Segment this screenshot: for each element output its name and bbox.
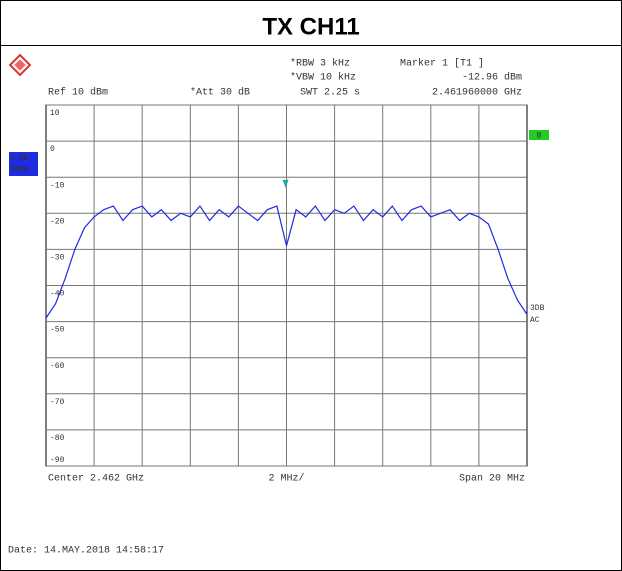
y-tick-label: -10 xyxy=(50,181,65,190)
setting-text: Ref 10 dBm xyxy=(48,87,108,99)
marker-frequency: 2.461960000 GHz xyxy=(432,88,522,99)
setting-flag: * xyxy=(290,72,296,84)
side-badge xyxy=(529,130,549,140)
setting: * RBW 3 kHz xyxy=(290,58,350,70)
setting-flag: * xyxy=(290,58,296,70)
y-tick-label: -50 xyxy=(50,326,65,335)
y-tick-label: -70 xyxy=(50,398,65,407)
y-tick-label: -60 xyxy=(50,362,65,371)
side-note: AC xyxy=(530,316,540,325)
setting: * VBW 10 kHz xyxy=(290,72,356,84)
setting: SWT 2.25 s xyxy=(300,88,360,99)
side-note: 3DB xyxy=(530,304,545,313)
y-tick-label: -90 xyxy=(50,456,65,465)
setting-text: VBW 10 kHz xyxy=(296,72,356,84)
setting-text: SWT 2.25 s xyxy=(300,88,360,99)
setting-text: Att 30 dB xyxy=(196,87,250,99)
logo xyxy=(8,53,32,77)
y-tick-label: -20 xyxy=(50,217,65,226)
trace-badge xyxy=(9,152,38,176)
x-center-label: Center 2.462 GHz xyxy=(48,474,144,485)
x-span-label: Span 20 MHz xyxy=(459,474,525,485)
setting-text: RBW 3 kHz xyxy=(296,58,350,70)
y-tick-label: -40 xyxy=(50,290,65,299)
setting: * Att 30 dB xyxy=(190,87,250,99)
trace-badge-text: MAXH xyxy=(11,166,28,174)
y-tick-label: -30 xyxy=(50,254,65,263)
chart-title: TX CH11 xyxy=(262,13,359,40)
y-tick-label: 10 xyxy=(50,109,60,118)
date-label: Date: 14.MAY.2018 14:58:17 xyxy=(8,546,164,557)
marker-level: -12.96 dBm xyxy=(462,72,522,84)
setting-flag: * xyxy=(190,87,196,99)
marker-symbol xyxy=(282,179,289,188)
trace xyxy=(45,205,528,319)
side-badge-text: B xyxy=(537,132,542,141)
y-tick-label: 0 xyxy=(50,145,55,154)
y-tick-label: -80 xyxy=(50,434,65,443)
marker-name: Marker 1 [T1 ] xyxy=(400,58,484,70)
x-per-div-label: 2 MHz/ xyxy=(268,473,304,485)
setting: Ref 10 dBm xyxy=(48,87,108,99)
trace-badge-text: 1 PK xyxy=(11,155,29,163)
